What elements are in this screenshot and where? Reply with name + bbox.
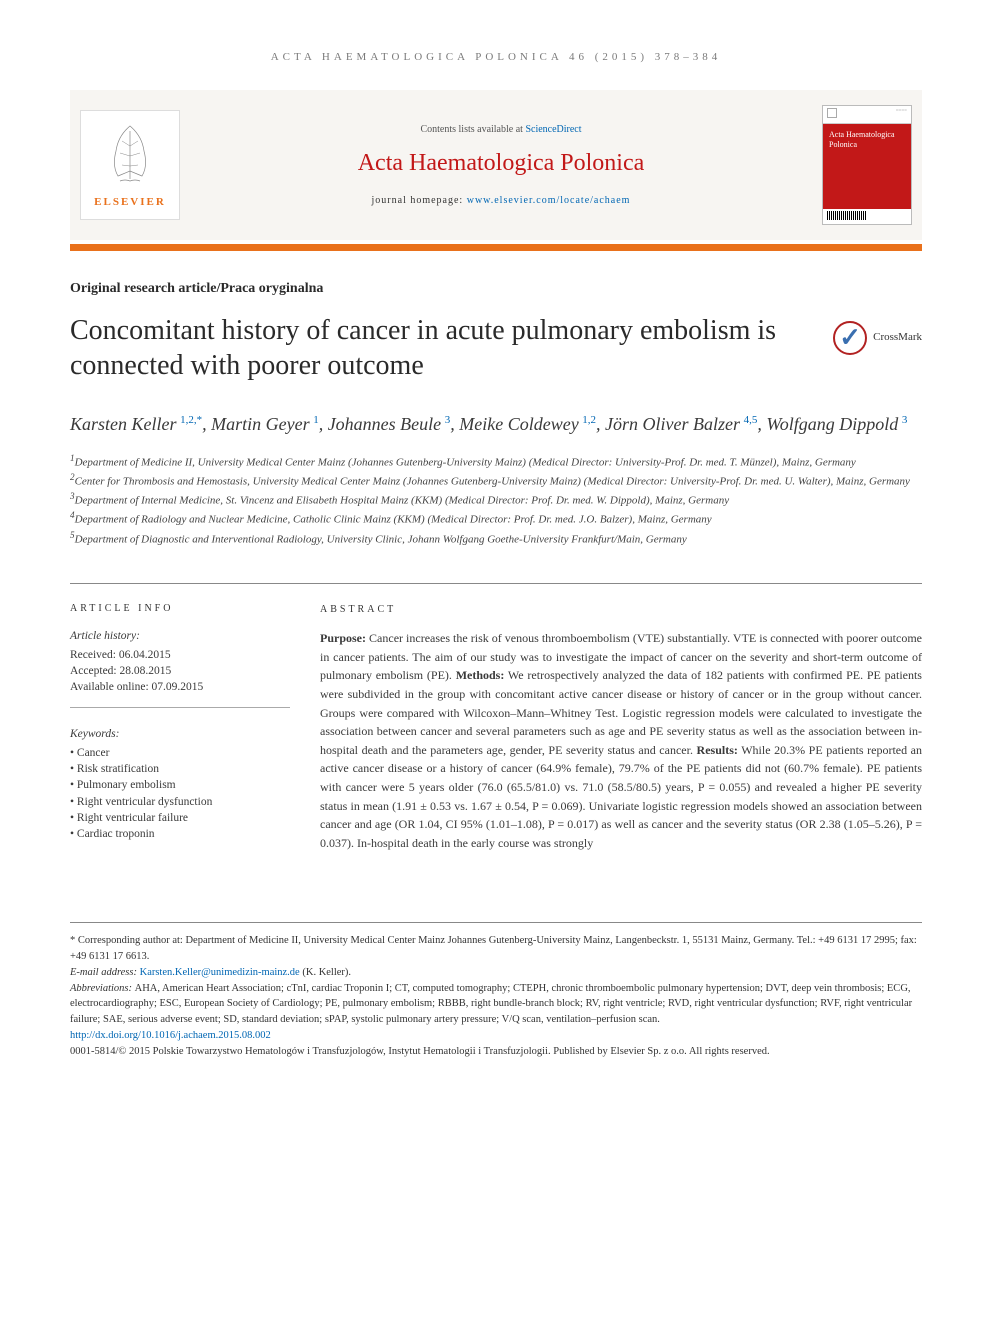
copyright: 0001-5814/© 2015 Polskie Towarzystwo Hem…	[70, 1044, 922, 1060]
keyword-item: Right ventricular dysfunction	[70, 794, 290, 810]
author-list: Karsten Keller 1,2,*, Martin Geyer 1, Jo…	[70, 411, 922, 438]
keyword-item: Cardiac troponin	[70, 826, 290, 842]
email-suffix: (K. Keller).	[300, 967, 351, 978]
journal-homepage: journal homepage: www.elsevier.com/locat…	[198, 194, 804, 208]
keyword-item: Cancer	[70, 745, 290, 761]
keywords-label: Keywords:	[70, 726, 290, 742]
doi-link[interactable]: http://dx.doi.org/10.1016/j.achaem.2015.…	[70, 1030, 271, 1041]
homepage-prefix: journal homepage:	[372, 195, 467, 206]
crossmark-label: CrossMark	[873, 330, 922, 345]
running-head: ACTA HAEMATOLOGICA POLONICA 46 (2015) 37…	[70, 50, 922, 65]
divider-bar	[70, 244, 922, 251]
crossmark-icon: ✓	[833, 321, 867, 355]
email-label: E-mail address:	[70, 967, 140, 978]
journal-header: ELSEVIER Contents lists available at Sci…	[70, 90, 922, 251]
article-title: Concomitant history of cancer in acute p…	[70, 313, 780, 383]
contents-prefix: Contents lists available at	[420, 124, 525, 135]
online-date: Available online: 07.09.2015	[70, 679, 290, 695]
journal-cover[interactable]: ==== Acta Haematologica Polonica	[822, 105, 912, 225]
accepted-date: Accepted: 28.08.2015	[70, 663, 290, 679]
abbrev-text: AHA, American Heart Association; cTnI, c…	[70, 983, 912, 1026]
tree-icon	[100, 121, 160, 191]
elsevier-wordmark: ELSEVIER	[94, 195, 166, 210]
keyword-item: Risk stratification	[70, 761, 290, 777]
journal-name: Acta Haematologica Polonica	[198, 147, 804, 181]
abstract-column: ABSTRACT Purpose: Cancer increases the r…	[320, 602, 922, 853]
article-info-head: ARTICLE INFO	[70, 602, 290, 616]
abstract-head: ABSTRACT	[320, 602, 922, 618]
abbrev-label: Abbreviations:	[70, 983, 135, 994]
homepage-link[interactable]: www.elsevier.com/locate/achaem	[467, 195, 631, 206]
received-date: Received: 06.04.2015	[70, 647, 290, 663]
cover-title: Acta Haematologica Polonica	[823, 124, 911, 209]
sciencedirect-link[interactable]: ScienceDirect	[525, 124, 581, 135]
abstract-text: Purpose: Cancer increases the risk of ve…	[320, 629, 922, 852]
keyword-item: Right ventricular failure	[70, 810, 290, 826]
keywords-list: CancerRisk stratificationPulmonary embol…	[70, 745, 290, 842]
barcode-icon	[827, 211, 867, 220]
history-label: Article history:	[70, 628, 290, 644]
footer-notes: * Corresponding author at: Department of…	[70, 922, 922, 1059]
corresponding-author: * Corresponding author at: Department of…	[70, 933, 922, 965]
elsevier-logo[interactable]: ELSEVIER	[80, 110, 180, 220]
crossmark-badge[interactable]: ✓ CrossMark	[833, 321, 922, 355]
keyword-item: Pulmonary embolism	[70, 777, 290, 793]
contents-line: Contents lists available at ScienceDirec…	[198, 123, 804, 137]
article-info-column: ARTICLE INFO Article history: Received: …	[70, 602, 290, 853]
email-link[interactable]: Karsten.Keller@unimedizin-mainz.de	[140, 967, 300, 978]
section-label: Original research article/Praca oryginal…	[70, 279, 922, 299]
affiliations: 1Department of Medicine II, University M…	[70, 452, 922, 548]
